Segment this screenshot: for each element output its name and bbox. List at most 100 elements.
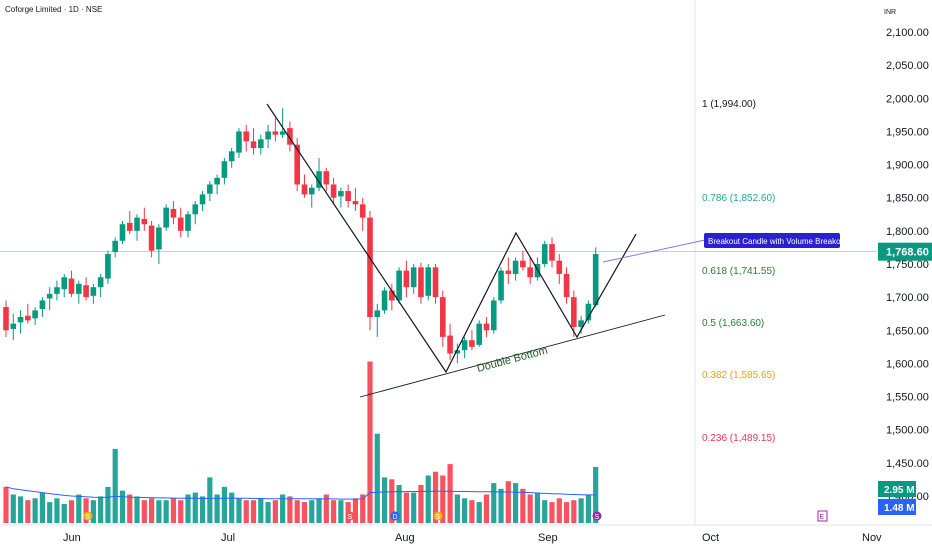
candle-body (148, 225, 155, 251)
candle-up (39, 297, 46, 318)
candle-down (68, 270, 75, 298)
volume-bar (411, 492, 417, 523)
candle-down (469, 330, 475, 351)
candle-up (490, 297, 497, 334)
candle-up (156, 224, 162, 264)
event-marker-label: S (436, 514, 441, 521)
event-marker-label: E (820, 514, 825, 521)
candle-body (54, 287, 60, 294)
fib-level-label: 1 (1,994.00) (702, 99, 756, 110)
candle-up (17, 310, 24, 334)
candle-down (571, 290, 577, 337)
candle-body (163, 207, 169, 228)
volume-bar (10, 494, 16, 523)
volume-bar (389, 479, 395, 523)
candle-up (214, 174, 220, 195)
candle-up (461, 336, 468, 359)
volume-bar (243, 500, 249, 523)
volume-bar (61, 504, 67, 523)
candle-up (185, 210, 191, 238)
price-tick-label: 1,500.00 (886, 425, 929, 437)
candle-body (3, 307, 9, 331)
price-tick-label: 1,550.00 (886, 392, 929, 404)
candle-body (425, 267, 432, 296)
event-marker-label: S (595, 514, 600, 521)
candle-body (17, 317, 24, 323)
candle-body (134, 217, 140, 231)
candle-up (134, 214, 140, 241)
candle-up (199, 191, 206, 211)
price-tick-label: 1,700.00 (886, 292, 929, 304)
candle-down (520, 250, 526, 271)
volume-bar (250, 500, 257, 523)
candle-body (527, 267, 533, 278)
candle-up (265, 124, 271, 148)
candle-body (352, 201, 359, 205)
volume-bar (513, 483, 519, 523)
volume-bar (185, 494, 191, 523)
candle-down (352, 187, 359, 211)
candle-down (440, 290, 446, 347)
volume-average-badge (878, 499, 916, 515)
candle-down (389, 283, 395, 311)
candle-down (556, 254, 563, 284)
candle-body (549, 244, 555, 261)
candle-down (3, 300, 9, 337)
candle-down (359, 197, 366, 231)
candle-body (76, 283, 82, 294)
time-tick-label: Oct (702, 532, 719, 544)
candle-up (585, 300, 592, 324)
volume-bar (207, 477, 213, 523)
candle-up (381, 287, 388, 314)
candle-body (592, 254, 599, 306)
volume-bar (68, 500, 75, 523)
candle-down (126, 210, 133, 235)
pattern-w-line (266, 103, 637, 374)
candle-down (403, 260, 410, 298)
candle-up (61, 273, 68, 298)
candle-down (418, 262, 424, 304)
candle-body (214, 177, 220, 185)
candle-up (258, 134, 264, 155)
candle-body (556, 260, 563, 274)
candle-body (192, 204, 199, 215)
time-tick-label: Sep (538, 532, 558, 544)
candle-down (345, 184, 351, 208)
candle-up (396, 267, 402, 304)
volume-bar (287, 496, 293, 523)
candle-body (119, 224, 126, 241)
currency-label: INR (884, 9, 896, 16)
candle-body (323, 171, 330, 185)
candle-body (279, 131, 286, 135)
candle-body (32, 310, 38, 319)
candle-up (592, 247, 599, 308)
volume-bar (309, 500, 315, 523)
volume-bar (520, 488, 526, 523)
candle-body (207, 184, 213, 194)
volume-bar (25, 500, 31, 523)
candle-up (236, 128, 242, 158)
volume-bar (549, 502, 555, 523)
event-marker-label: S (86, 514, 91, 521)
volume-bar (3, 486, 9, 523)
event-marker (83, 511, 93, 521)
volume-bar (534, 492, 541, 523)
candle-down (83, 277, 89, 301)
candle-body (301, 184, 308, 195)
candle-down (301, 174, 308, 198)
candle-down (25, 303, 31, 324)
volume-bar (112, 448, 118, 523)
candle-body (236, 131, 242, 153)
candle-body (338, 191, 344, 197)
candle-up (207, 181, 213, 202)
volume-bar (119, 490, 126, 523)
volume-bar (47, 502, 53, 523)
candle-body (418, 267, 424, 298)
volume-bar (98, 496, 104, 523)
price-tick-label: 1,750.00 (886, 259, 929, 271)
candle-up (97, 273, 104, 298)
price-tick-label: 1,950.00 (886, 126, 929, 138)
volume-bar (301, 502, 308, 523)
